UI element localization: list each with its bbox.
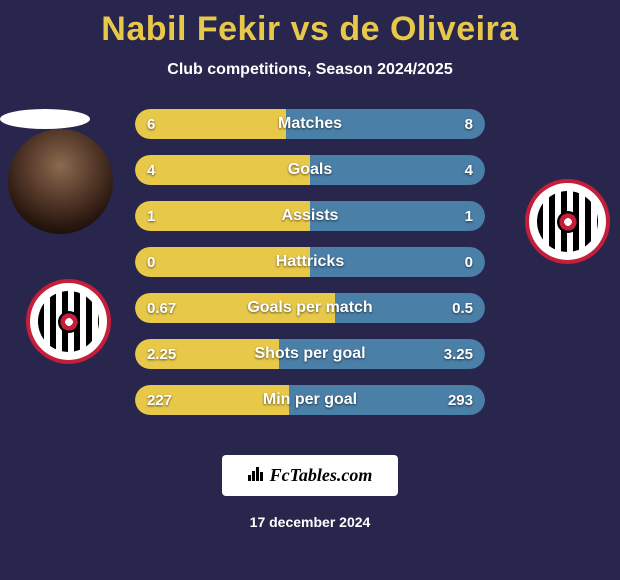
player-left-avatar — [8, 129, 113, 234]
stat-label: Goals — [135, 155, 485, 185]
stat-row: 44Goals — [135, 155, 485, 185]
stat-row: 227293Min per goal — [135, 385, 485, 415]
stat-row: 68Matches — [135, 109, 485, 139]
stat-row: 2.253.25Shots per goal — [135, 339, 485, 369]
stat-label: Matches — [135, 109, 485, 139]
player-right-avatar — [0, 109, 90, 129]
stat-label: Goals per match — [135, 293, 485, 323]
chart-icon — [248, 467, 264, 481]
stat-bars-container: 68Matches 44Goals 11Assists 00Hattricks 0.67… — [135, 109, 485, 431]
comparison-content: 68Matches 44Goals 11Assists 00Hattricks 0.67… — [0, 109, 620, 429]
stat-label: Assists — [135, 201, 485, 231]
stat-row: 00Hattricks — [135, 247, 485, 277]
stat-row: 11Assists — [135, 201, 485, 231]
comparison-title: Nabil Fekir vs de Oliveira — [0, 0, 620, 49]
club-badge-right — [525, 179, 610, 264]
comparison-subtitle: Club competitions, Season 2024/2025 — [0, 49, 620, 79]
brand-text: FcTables.com — [270, 465, 373, 485]
stat-label: Hattricks — [135, 247, 485, 277]
stat-row: 0.670.5Goals per match — [135, 293, 485, 323]
snapshot-date: 17 december 2024 — [0, 514, 620, 530]
stat-label: Min per goal — [135, 385, 485, 415]
club-badge-left — [26, 279, 111, 364]
stat-label: Shots per goal — [135, 339, 485, 369]
footer: FcTables.com 17 december 2024 — [0, 455, 620, 530]
brand-logo: FcTables.com — [222, 455, 399, 496]
